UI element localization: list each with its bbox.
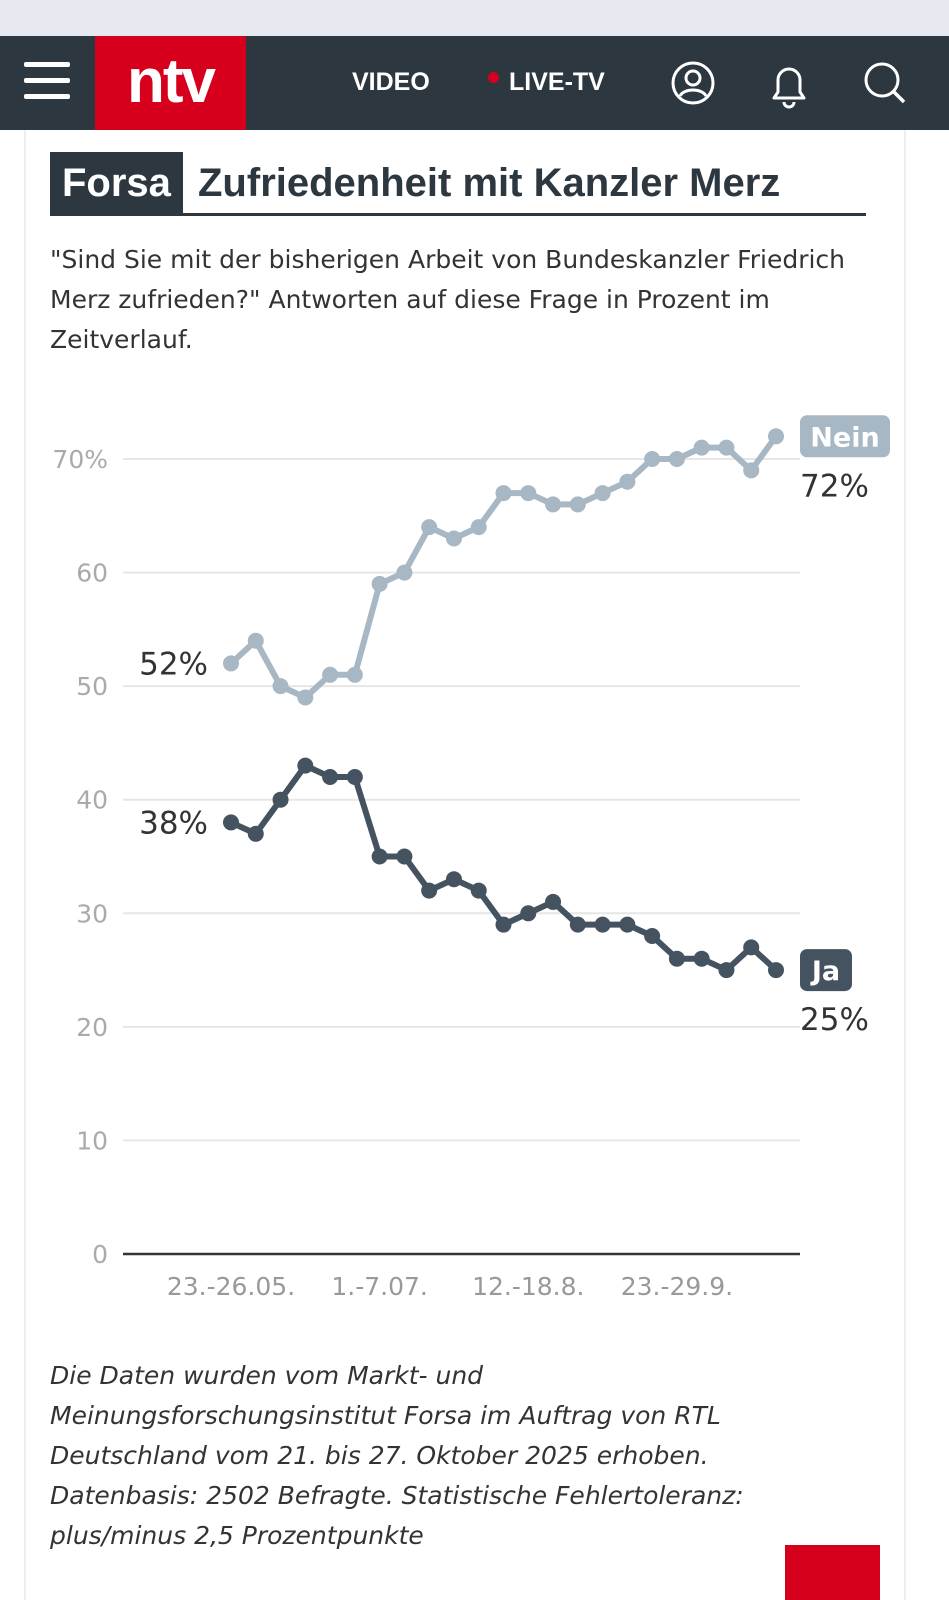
data-point [545, 893, 562, 910]
data-point [421, 882, 438, 899]
data-point [247, 632, 264, 649]
live-dot-icon [488, 71, 499, 83]
data-point [619, 916, 636, 933]
y-tick-label: 70% [52, 445, 108, 474]
data-point [743, 939, 760, 956]
y-tick-label: 30 [76, 899, 108, 928]
article-card [24, 130, 906, 1600]
data-point [668, 950, 685, 967]
data-point [718, 439, 735, 456]
data-point [297, 757, 314, 774]
y-tick-label: 40 [76, 786, 108, 815]
data-point [619, 473, 636, 490]
y-tick-label: 50 [76, 672, 108, 701]
data-point [272, 678, 289, 695]
data-point [346, 666, 363, 683]
series-name-label: Nein [810, 422, 879, 453]
data-point [520, 485, 537, 502]
x-tick-label: 12.-18.8. [472, 1272, 584, 1301]
start-value-label: 52% [139, 646, 208, 682]
data-point [445, 530, 462, 547]
data-point [644, 451, 661, 467]
data-point [297, 689, 314, 706]
status-strip [0, 0, 949, 36]
footnote: Die Daten wurden vom Markt- und Meinungs… [50, 1361, 744, 1550]
series-name-badge [800, 415, 890, 458]
data-point [470, 882, 487, 899]
data-point [470, 519, 487, 536]
end-value-label: 72% [800, 468, 869, 504]
top-nav: ntv VIDEO LIVE-TV [0, 36, 949, 130]
data-point [693, 439, 710, 456]
data-point [421, 519, 438, 536]
data-point [371, 575, 388, 592]
data-point [371, 848, 388, 865]
data-point [594, 485, 611, 502]
menu-icon[interactable] [24, 62, 70, 102]
y-tick-label: 10 [76, 1126, 108, 1155]
user-icon[interactable] [670, 60, 716, 106]
data-point [495, 916, 512, 933]
data-point [768, 428, 784, 445]
data-point [396, 564, 413, 581]
data-point [495, 485, 512, 502]
data-point [569, 916, 586, 933]
y-tick-label: 20 [76, 1013, 108, 1042]
chart-title: Zufriedenheit mit Kanzler Merz [198, 161, 781, 205]
live-tv-label: LIVE-TV [509, 68, 605, 96]
source-badge: Forsa [50, 152, 183, 213]
nav-video[interactable]: VIDEO [352, 68, 430, 96]
series-name-badge [800, 949, 852, 992]
x-tick-label: 1.-7.07. [331, 1272, 427, 1301]
data-point [718, 962, 735, 979]
start-value-label: 38% [139, 805, 208, 841]
data-point [223, 655, 239, 672]
y-tick-label: 0 [92, 1240, 108, 1269]
data-point [743, 462, 760, 479]
series-line-nein [228, 434, 779, 701]
data-point [223, 814, 239, 831]
data-point [569, 496, 586, 513]
data-point [346, 769, 363, 785]
data-point [322, 769, 339, 785]
series-line-ja [229, 762, 779, 974]
bell-icon[interactable] [766, 60, 812, 110]
data-point [644, 928, 661, 944]
series-name-label: Ja [810, 956, 840, 987]
data-point [396, 848, 413, 865]
x-tick-label: 23.-29.9. [621, 1272, 733, 1301]
y-tick-label: 60 [76, 559, 108, 588]
data-point [668, 451, 685, 467]
data-point [545, 496, 562, 513]
data-point [272, 791, 289, 808]
data-point [594, 916, 611, 933]
ntv-logo[interactable]: ntv [95, 36, 246, 130]
search-icon[interactable] [862, 60, 908, 106]
data-point [247, 825, 264, 842]
end-value-label: 25% [800, 1002, 869, 1038]
x-tick-label: 23.-26.05. [167, 1272, 295, 1301]
chart-subtitle: "Sind Sie mit der bisherigen Arbeit von … [50, 245, 846, 354]
data-point [768, 962, 784, 979]
data-point [445, 871, 462, 888]
data-point [322, 666, 339, 683]
nav-live-tv[interactable]: LIVE-TV [488, 68, 605, 97]
line-chart: 0 10 20 30 40 50 60 70% 23.-26.05. 1.-7.07. 12.-18… [52, 415, 890, 1301]
ntv-footer-logo [785, 1545, 880, 1600]
data-point [520, 905, 537, 922]
data-point [693, 950, 710, 967]
chart-header: Forsa Zufriedenheit mit Kanzler Merz [50, 152, 866, 216]
